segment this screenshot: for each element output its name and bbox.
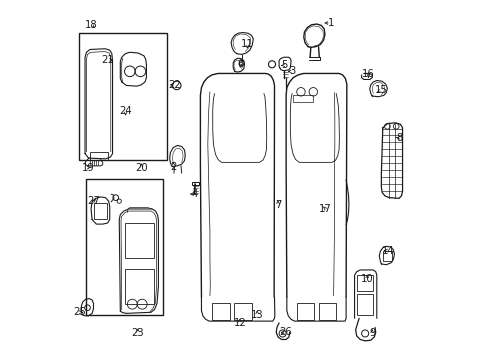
Bar xyxy=(296,303,314,320)
Text: 16: 16 xyxy=(361,69,374,79)
Text: 2: 2 xyxy=(170,162,176,172)
Text: 3: 3 xyxy=(289,66,295,76)
Text: 20: 20 xyxy=(135,163,147,173)
Bar xyxy=(293,95,312,102)
Bar xyxy=(212,303,229,320)
Bar xyxy=(86,179,163,315)
Bar xyxy=(90,152,107,159)
Text: 21: 21 xyxy=(102,55,114,65)
Bar xyxy=(357,294,372,315)
Text: 27: 27 xyxy=(87,196,100,206)
Bar xyxy=(79,33,166,159)
Text: 26: 26 xyxy=(279,327,291,337)
Text: 7: 7 xyxy=(274,200,281,210)
Text: 5: 5 xyxy=(281,60,287,70)
Text: 13: 13 xyxy=(250,310,263,320)
Text: 4: 4 xyxy=(192,189,198,199)
Text: 23: 23 xyxy=(131,328,144,338)
Text: 14: 14 xyxy=(381,246,393,256)
Bar xyxy=(94,203,107,219)
Text: 11: 11 xyxy=(241,39,253,49)
Text: 15: 15 xyxy=(374,85,387,95)
Bar xyxy=(125,269,154,304)
Text: 10: 10 xyxy=(360,274,373,284)
Text: 12: 12 xyxy=(233,318,246,328)
Text: 6: 6 xyxy=(237,59,243,68)
Text: 25: 25 xyxy=(73,307,86,317)
Bar xyxy=(125,223,154,258)
Bar xyxy=(192,182,198,185)
Text: 18: 18 xyxy=(85,20,98,30)
Text: 24: 24 xyxy=(119,106,132,116)
Text: 8: 8 xyxy=(395,133,401,143)
Bar xyxy=(318,303,336,320)
Text: 17: 17 xyxy=(319,204,331,214)
Bar xyxy=(357,275,372,291)
Bar xyxy=(382,251,391,261)
Text: 1: 1 xyxy=(327,18,333,28)
Text: 19: 19 xyxy=(81,163,94,173)
Text: 9: 9 xyxy=(368,328,375,338)
Text: 22: 22 xyxy=(168,80,181,90)
Bar xyxy=(233,303,251,320)
